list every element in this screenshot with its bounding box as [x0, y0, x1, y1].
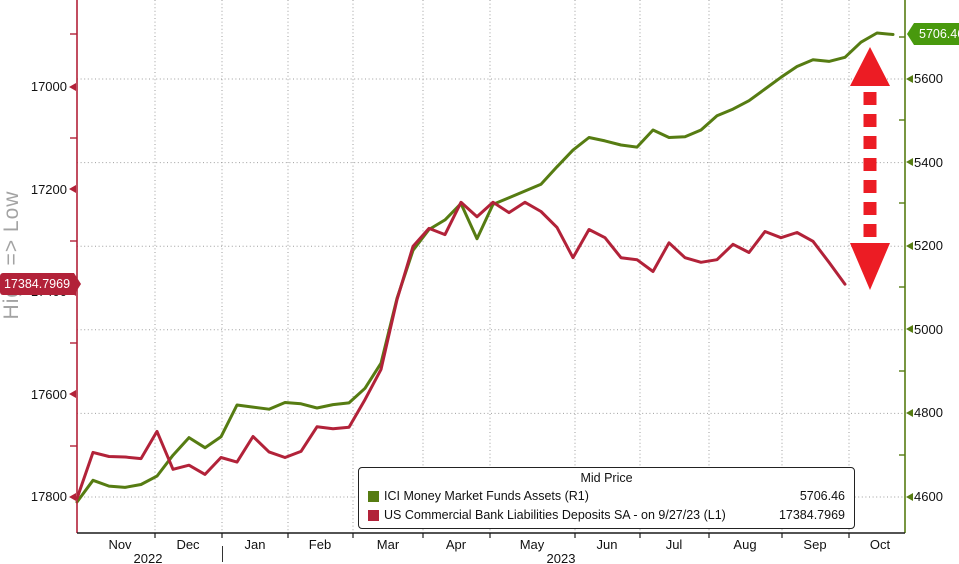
- left-axis-tick-label: 17000: [0, 79, 76, 94]
- year-label: 2022: [133, 551, 163, 564]
- year-label: 2023: [546, 551, 576, 564]
- legend-rows: ICI Money Market Funds Assets (R1) 5706.4…: [359, 487, 854, 525]
- tick-value: 17200: [30, 181, 67, 197]
- right-axis-tick-label: 5200: [906, 238, 943, 253]
- legend-row: ICI Money Market Funds Assets (R1) 5706.4…: [359, 487, 854, 506]
- month-label: May: [519, 537, 545, 552]
- legend-row: US Commercial Bank Liabilities Deposits …: [359, 506, 854, 525]
- month-label: Nov: [108, 537, 132, 552]
- tick-arrow-icon: [69, 185, 76, 193]
- tick-arrow-icon: [906, 74, 913, 83]
- tick-arrow-icon: [906, 492, 913, 501]
- tick-value: 5000: [914, 321, 943, 337]
- tick-arrow-icon: [69, 492, 76, 501]
- year-separator-tick: [222, 546, 223, 562]
- right-axis-tick-label: 4800: [906, 405, 943, 420]
- right-axis-tick-label: 5400: [906, 155, 943, 170]
- right-axis-tick-label: 5600: [906, 71, 943, 86]
- month-label: Sep: [803, 537, 827, 552]
- month-label: Aug: [733, 537, 757, 552]
- tick-value: 5600: [914, 71, 943, 86]
- badge-arrow-tip: [907, 23, 914, 45]
- left-axis-tick-label: 17600: [0, 387, 76, 402]
- legend-value: 5706.46: [799, 489, 845, 503]
- tick-value: 4600: [914, 489, 943, 504]
- legend-label: US Commercial Bank Liabilities Deposits …: [384, 508, 726, 522]
- tick-value: 17800: [30, 489, 67, 504]
- tick-value: 4800: [914, 405, 943, 421]
- left-axis-tick-label: 17800: [0, 489, 76, 504]
- series-line-l1: [75, 200, 847, 500]
- legend-title: Mid Price: [580, 471, 633, 485]
- badge-arrow-tip: [74, 273, 81, 295]
- tick-arrow-icon: [906, 408, 913, 417]
- tick-value: 5400: [914, 154, 943, 170]
- tick-arrow-icon: [906, 241, 913, 250]
- tick-value: 17600: [30, 386, 67, 402]
- last-price-value-right: 5706.46: [914, 23, 959, 45]
- legend-swatch: [368, 491, 379, 502]
- legend-value: 17384.7969: [778, 508, 845, 522]
- tick-value: 5200: [914, 238, 943, 254]
- last-price-badge-left: 17384.7969: [0, 273, 81, 295]
- month-label: Apr: [445, 537, 467, 552]
- left-axis-tick-label: 17200: [0, 182, 76, 197]
- tick-arrow-icon: [906, 158, 913, 167]
- divergence-arrow: [850, 47, 890, 290]
- month-label: Feb: [308, 537, 332, 552]
- tick-value: 17000: [30, 79, 67, 94]
- legend-label: ICI Money Market Funds Assets (R1): [384, 489, 589, 503]
- tick-arrow-icon: [69, 390, 76, 398]
- month-label: Jan: [244, 537, 266, 552]
- right-axis-tick-label: 4600: [906, 489, 943, 504]
- month-label: Jun: [596, 537, 618, 552]
- month-label: Mar: [376, 537, 400, 552]
- tick-arrow-icon: [69, 82, 76, 91]
- last-price-badge-right: 5706.46: [907, 23, 959, 45]
- right-axis-tick-label: 5000: [906, 322, 943, 337]
- month-label: Dec: [176, 537, 200, 552]
- last-price-value-left: 17384.7969: [0, 273, 74, 295]
- month-label: Oct: [869, 537, 891, 552]
- month-label: Jul: [665, 537, 683, 552]
- legend-box: Mid Price ICI Money Market Funds Assets …: [358, 467, 855, 529]
- tick-arrow-icon: [906, 325, 913, 334]
- legend-swatch: [368, 510, 379, 521]
- series-line-r1: [75, 31, 895, 504]
